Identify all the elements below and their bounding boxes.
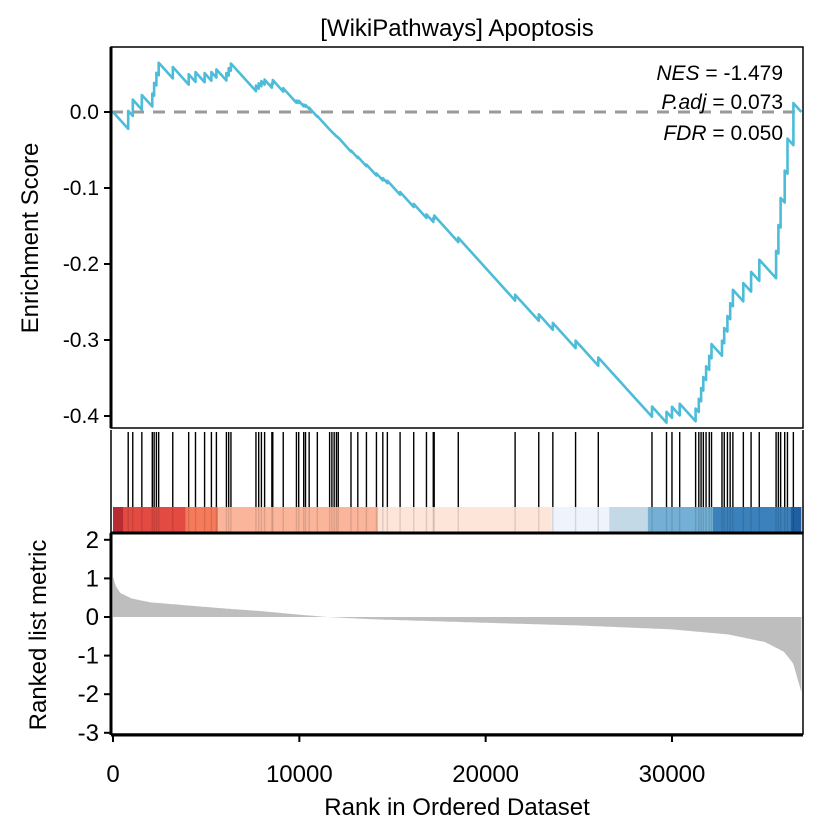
rank-color-segment xyxy=(378,507,552,533)
nes-value: = -1.479 xyxy=(700,62,783,85)
metric-tick-label: 1 xyxy=(86,565,99,592)
es-panel: 0.0 -0.1 -0.2 -0.3 -0.4 xyxy=(63,46,804,429)
rank-color-segment xyxy=(218,507,379,533)
rank-color-segment xyxy=(790,507,802,533)
es-tick-label: 0.0 xyxy=(70,101,99,124)
fdr-label: FDR xyxy=(663,122,706,145)
fdr-stat: FDR = 0.050 xyxy=(663,122,783,145)
metric-tick-label: -1 xyxy=(78,643,99,670)
ranked-metric-area xyxy=(113,576,802,693)
x-tick-label: 20000 xyxy=(452,761,519,788)
padj-value: = 0.073 xyxy=(707,91,783,114)
x-tick-label: 0 xyxy=(106,761,119,788)
metric-panel-frame xyxy=(110,532,804,735)
y-axis-title-metric: Ranked list metric xyxy=(25,540,52,731)
hits-panel xyxy=(110,430,804,533)
es-tick-label: -0.1 xyxy=(63,177,99,200)
stats-annotation: NES = -1.479 P.adj = 0.073 FDR = 0.050 xyxy=(656,62,783,145)
fdr-value: = 0.050 xyxy=(707,122,783,145)
rank-color-segment xyxy=(712,507,791,533)
padj-stat: P.adj = 0.073 xyxy=(661,91,783,114)
metric-tick-label: -2 xyxy=(78,681,99,708)
es-tick-label: -0.4 xyxy=(63,405,100,428)
rank-color-segment xyxy=(647,507,713,533)
metric-panel: 2 1 0 -1 -2 -3 0 10000 20000 30000 xyxy=(78,527,804,788)
x-tick-label: 30000 xyxy=(639,761,706,788)
metric-tick-label: -3 xyxy=(78,720,99,747)
nes-label: NES xyxy=(656,62,699,85)
padj-label: P.adj xyxy=(661,91,707,114)
nes-stat: NES = -1.479 xyxy=(656,62,783,85)
enrichment-score-line xyxy=(112,61,803,424)
rank-color-segment xyxy=(123,507,186,533)
rank-color-segment xyxy=(551,507,610,533)
metric-tick-label: 2 xyxy=(86,527,99,554)
metric-tick-label: 0 xyxy=(86,604,99,631)
es-tick-label: -0.2 xyxy=(63,253,99,276)
chart-title: [WikiPathways] Apoptosis xyxy=(320,15,593,42)
rank-color-segment xyxy=(609,507,648,533)
y-axis-title-es: Enrichment Score xyxy=(17,143,44,334)
rank-color-segment xyxy=(113,507,124,533)
x-axis-title: Rank in Ordered Dataset xyxy=(324,794,590,821)
x-tick-label: 10000 xyxy=(266,761,333,788)
rank-color-segment xyxy=(185,507,219,533)
es-tick-label: -0.3 xyxy=(63,329,99,352)
